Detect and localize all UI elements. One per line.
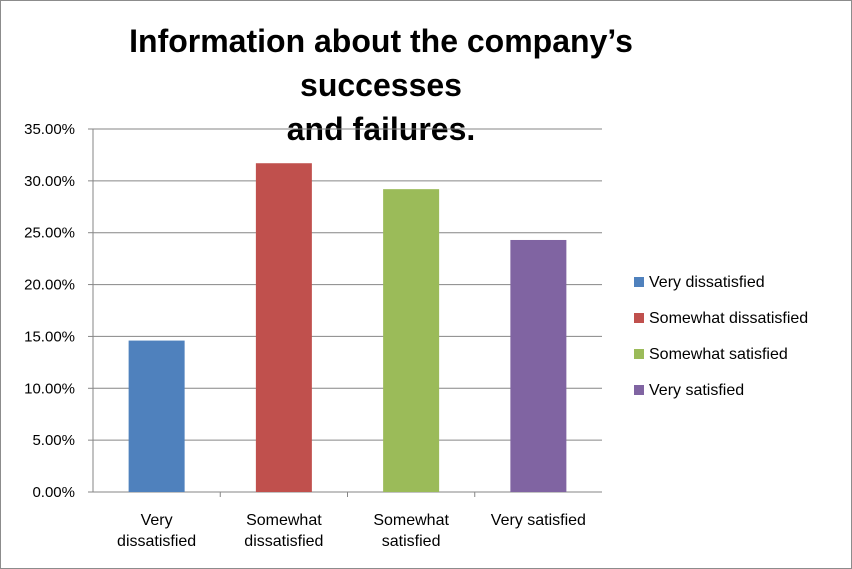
x-tick-label: Somewhat: [246, 512, 322, 529]
y-tick-label: 20.00%: [24, 277, 75, 294]
x-tick-label: dissatisfied: [244, 533, 323, 550]
bar: [383, 189, 440, 492]
x-tick-label: dissatisfied: [117, 533, 196, 550]
y-tick-label: 30.00%: [24, 173, 75, 190]
legend-swatch: [634, 349, 644, 359]
y-tick-label: 35.00%: [24, 121, 75, 138]
legend-label: Very satisfied: [649, 382, 744, 399]
legend-swatch: [634, 313, 644, 323]
legend-swatch: [634, 277, 644, 287]
y-tick-label: 25.00%: [24, 225, 75, 242]
legend-label: Somewhat satisfied: [649, 346, 788, 363]
y-tick-label: 15.00%: [24, 328, 75, 345]
x-tick-label: satisfied: [382, 533, 441, 550]
x-tick-label: Somewhat: [373, 512, 449, 529]
bar: [510, 239, 567, 492]
chart-title-line-1: Information about the company’s successe…: [129, 23, 633, 103]
legend-label: Very dissatisfied: [649, 274, 765, 291]
bar: [128, 340, 185, 492]
y-tick-label: 0.00%: [32, 484, 75, 501]
bar: [255, 163, 312, 492]
legend-swatch: [634, 385, 644, 395]
x-tick-label: Very satisfied: [491, 512, 586, 529]
y-tick-label: 10.00%: [24, 380, 75, 397]
legend-label: Somewhat dissatisfied: [649, 310, 808, 327]
y-tick-label: 5.00%: [32, 432, 75, 449]
x-tick-label: Very: [141, 512, 173, 529]
